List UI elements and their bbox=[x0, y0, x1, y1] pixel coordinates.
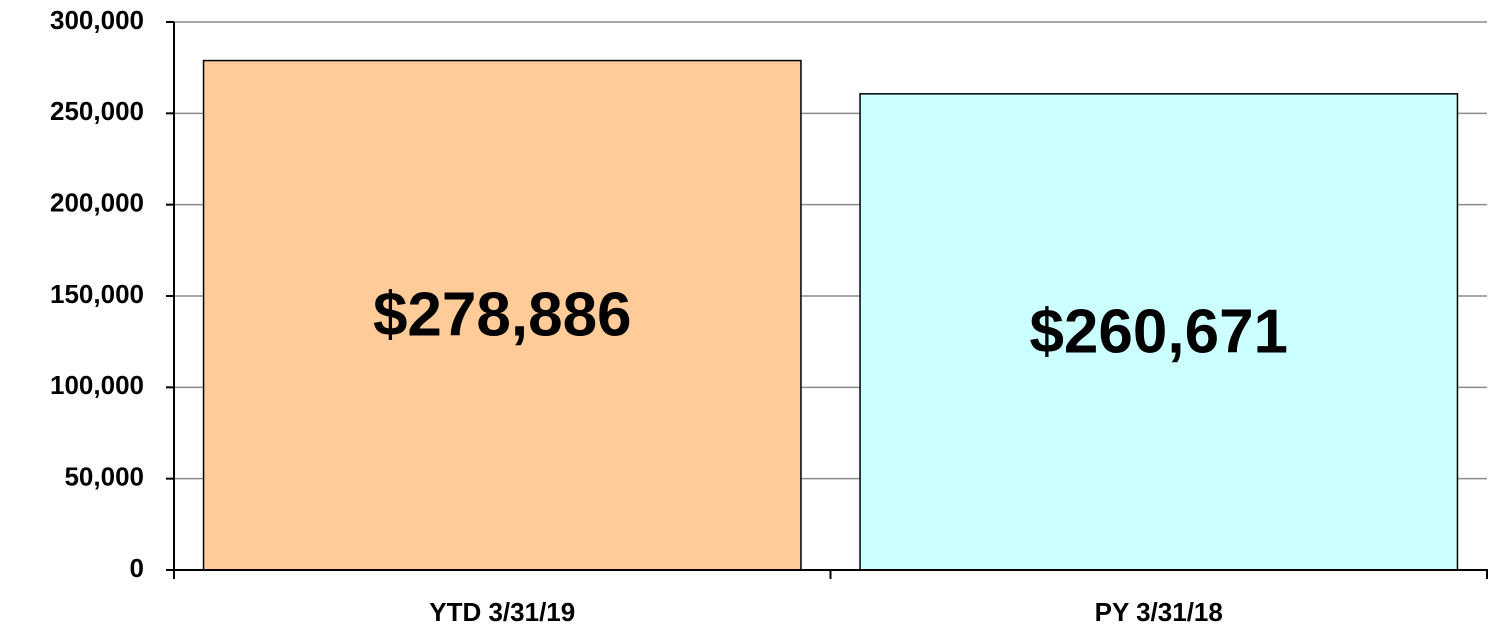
y-tick-label: 50,000 bbox=[64, 462, 144, 492]
x-tick-label: PY 3/31/18 bbox=[1095, 597, 1223, 627]
bar bbox=[859, 93, 1459, 571]
y-tick-label: 300,000 bbox=[50, 5, 144, 35]
y-tick-label: 0 bbox=[130, 553, 144, 583]
value-label: $278,886 bbox=[373, 281, 632, 350]
y-tick-label: 100,000 bbox=[50, 370, 144, 400]
x-tick-label: YTD 3/31/19 bbox=[429, 597, 575, 627]
bar bbox=[202, 59, 802, 571]
y-tick-label: 200,000 bbox=[50, 188, 144, 218]
y-tick-label: 250,000 bbox=[50, 96, 144, 126]
value-label: $260,671 bbox=[1029, 297, 1288, 366]
y-tick-label: 150,000 bbox=[50, 279, 144, 309]
